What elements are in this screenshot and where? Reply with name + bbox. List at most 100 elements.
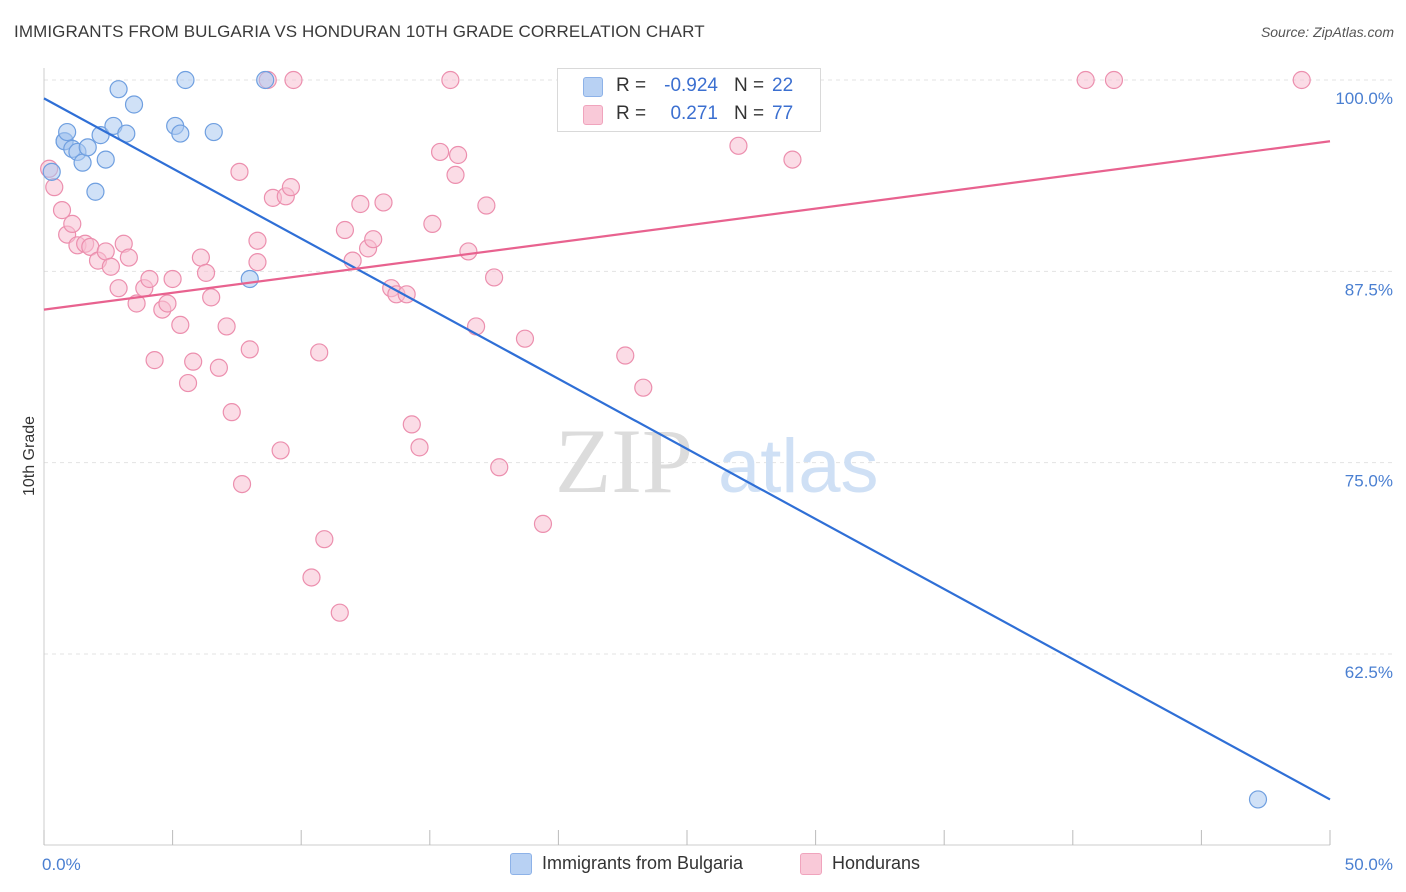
honduran-point: [374, 193, 393, 212]
legend-label-hondurans: Hondurans: [832, 853, 921, 873]
honduran-point: [1292, 70, 1311, 90]
honduran-point: [430, 142, 450, 162]
bulgaria-point: [240, 269, 259, 289]
honduran-point: [196, 263, 216, 282]
honduran-point: [634, 378, 653, 397]
honduran-point: [217, 317, 236, 336]
honduran-point: [119, 248, 138, 267]
honduran-point: [1104, 70, 1124, 90]
honduran-point: [1076, 70, 1095, 90]
honduran-trend-line: [43, 140, 1331, 311]
honduran-point: [466, 317, 486, 336]
honduran-point: [191, 248, 210, 267]
honduran-point: [302, 568, 321, 587]
honduran-point: [616, 346, 635, 365]
honduran-point: [271, 441, 290, 460]
honduran-point: [171, 315, 190, 335]
bulgaria-point: [78, 138, 97, 157]
watermark-atlas: atlas: [718, 424, 879, 509]
bulgaria-point: [124, 95, 144, 114]
bulgaria-point: [96, 150, 115, 169]
honduran-point: [184, 352, 203, 371]
blue-swatch: [510, 853, 532, 875]
legend-n-label: N =: [734, 103, 765, 124]
honduran-point: [410, 438, 429, 457]
honduran-point: [423, 214, 442, 233]
honduran-point: [109, 279, 128, 298]
source-note: Source: ZipAtlas.com: [1260, 24, 1394, 40]
honduran-point: [101, 257, 120, 276]
y-axis-label: 10th Grade: [21, 416, 38, 496]
pink-swatch: [800, 853, 822, 875]
honduran-point: [490, 458, 509, 477]
watermark-zip: ZIP: [555, 410, 693, 512]
legend-n-label: N =: [734, 75, 765, 96]
x-tick-label: 50.0%: [1345, 855, 1393, 874]
honduran-point: [729, 136, 748, 155]
chart-title: IMMIGRANTS FROM BULGARIA VS HONDURAN 10T…: [14, 22, 705, 41]
honduran-point: [485, 268, 504, 287]
honduran-point: [446, 165, 465, 185]
bulgaria-point: [204, 122, 223, 142]
y-tick-labels: 100.0% 87.5% 75.0% 62.5%: [1335, 89, 1393, 682]
honduran-point: [230, 162, 249, 181]
y-tick-label: 62.5%: [1345, 663, 1393, 682]
bulgaria-point: [176, 70, 195, 90]
bulgaria-point: [256, 70, 275, 90]
hondurans-points: [40, 70, 1311, 622]
honduran-point: [335, 220, 355, 240]
legend-r-label: R =: [616, 75, 647, 96]
honduran-point: [178, 373, 198, 393]
honduran-point: [351, 194, 370, 214]
honduran-point: [240, 340, 259, 359]
legend-r-value: 0.271: [670, 103, 718, 124]
honduran-point: [402, 415, 421, 434]
honduran-point: [783, 150, 802, 169]
honduran-point: [145, 351, 164, 370]
legend-n-value: 77: [772, 103, 794, 124]
legend-row-bulgaria: R = -0.924 N = 22: [558, 72, 820, 100]
honduran-point: [248, 231, 267, 250]
legend-r-value: -0.924: [664, 75, 718, 96]
honduran-point: [330, 603, 349, 622]
watermark: ZIP atlas: [555, 410, 879, 512]
legend-r-label: R =: [616, 103, 647, 124]
y-tick-label: 87.5%: [1345, 280, 1393, 299]
honduran-point: [515, 329, 535, 348]
honduran-point: [140, 269, 159, 289]
legend-label-bulgaria: Immigrants from Bulgaria: [542, 853, 744, 873]
honduran-point: [222, 403, 241, 422]
pink-swatch: [583, 105, 603, 125]
honduran-point: [533, 514, 553, 533]
blue-swatch: [583, 77, 603, 97]
x-ticks: [43, 830, 1331, 845]
honduran-point: [96, 242, 115, 261]
series-legend: Immigrants from Bulgaria Hondurans: [0, 852, 1406, 878]
honduran-point: [158, 294, 177, 313]
honduran-point: [127, 294, 146, 313]
legend-row-hondurans: R = 0.271 N = 77: [558, 100, 820, 128]
honduran-point: [209, 358, 228, 377]
honduran-point: [232, 474, 252, 494]
stats-legend: R = -0.924 N = 22 R = 0.271 N = 77: [557, 68, 821, 132]
honduran-point: [310, 343, 329, 362]
honduran-point: [45, 178, 64, 197]
bulgaria-point: [73, 153, 92, 172]
bulgaria-point: [171, 124, 190, 143]
honduran-point: [202, 288, 221, 307]
bulgaria-point: [58, 122, 77, 142]
trend-lines: [43, 97, 1331, 801]
y-tick-label: 75.0%: [1345, 472, 1393, 491]
bulgaria-point: [1248, 790, 1268, 809]
honduran-point: [281, 178, 301, 197]
x-tick-label: 0.0%: [42, 855, 81, 874]
bulgaria-trend-line: [43, 97, 1331, 801]
bulgaria-point: [42, 162, 61, 181]
x-tick-labels: 0.0% 50.0%: [42, 855, 1393, 874]
honduran-point: [52, 201, 72, 220]
honduran-point: [459, 242, 478, 261]
honduran-point: [477, 196, 496, 215]
honduran-point: [248, 253, 267, 272]
honduran-point: [284, 70, 303, 90]
